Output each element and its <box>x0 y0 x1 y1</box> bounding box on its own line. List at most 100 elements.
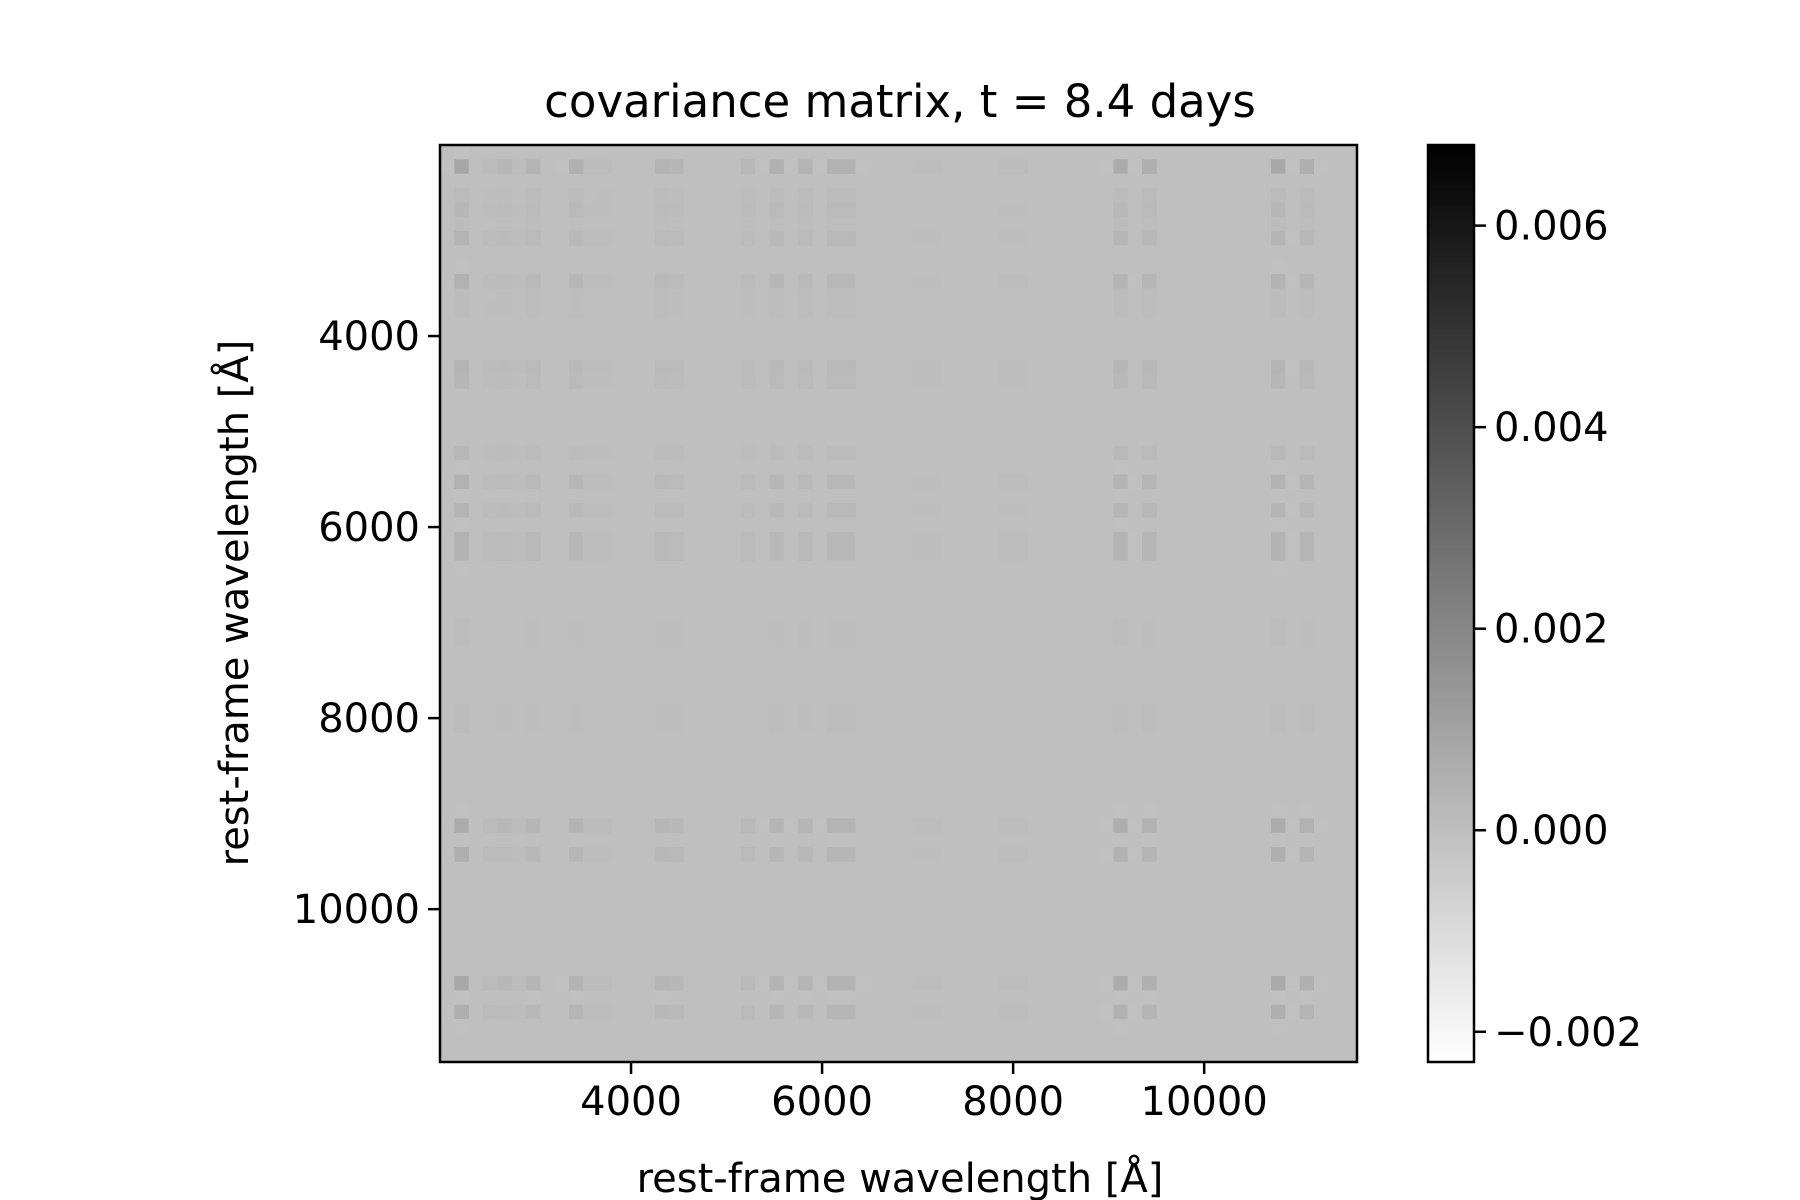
heatmap-cell <box>1271 245 1286 261</box>
heatmap-cell <box>769 990 785 1006</box>
heatmap-cell <box>669 216 684 232</box>
heatmap-cell <box>554 818 570 834</box>
heatmap-cell <box>1271 818 1286 834</box>
heatmap-cell <box>497 445 513 461</box>
heatmap-cell <box>998 474 1014 490</box>
heatmap-cell <box>511 976 527 991</box>
heatmap-cell <box>583 976 599 991</box>
heatmap-cell <box>654 804 670 819</box>
heatmap-cell <box>998 202 1014 218</box>
heatmap-cell <box>640 976 656 991</box>
heatmap-cell <box>1113 445 1129 461</box>
heatmap-cell <box>1299 245 1315 261</box>
heatmap-cell <box>812 273 828 289</box>
heatmap-cell <box>440 273 455 289</box>
heatmap-cell <box>769 1004 785 1020</box>
heatmap-cell <box>568 546 584 561</box>
heatmap-cell <box>1113 990 1129 1006</box>
heatmap-cell <box>769 445 785 461</box>
heatmap-cell <box>783 273 799 289</box>
heatmap-cell <box>826 259 842 275</box>
heatmap-cell <box>568 617 584 633</box>
y-tick-label: 8000 <box>318 696 420 742</box>
heatmap-cell <box>654 202 670 218</box>
heatmap-cell <box>454 202 470 218</box>
heatmap-cell <box>841 374 856 389</box>
heatmap-cell <box>841 818 856 834</box>
heatmap-cell <box>454 359 470 375</box>
heatmap-cell <box>755 359 770 375</box>
heatmap-cell <box>454 818 470 834</box>
heatmap-cell <box>568 460 584 475</box>
y-tick-label: 4000 <box>318 314 420 360</box>
heatmap-cell <box>798 804 813 819</box>
heatmap-cell <box>654 474 670 490</box>
heatmap-cell <box>583 230 599 246</box>
heatmap-cell <box>1285 503 1301 518</box>
heatmap-cell <box>583 546 599 561</box>
heatmap-cell <box>798 703 813 719</box>
heatmap-cell <box>1142 288 1157 304</box>
heatmap-cell <box>454 159 470 175</box>
heatmap-cell <box>554 1004 570 1020</box>
heatmap-cell <box>1013 474 1028 490</box>
heatmap-cell <box>1299 345 1315 361</box>
heatmap-cell <box>654 302 670 318</box>
heatmap-cell <box>769 145 785 160</box>
heatmap-cell <box>769 187 785 203</box>
heatmap-cell <box>568 1019 584 1034</box>
heatmap-cell <box>669 990 684 1006</box>
heatmap-cell <box>683 818 699 834</box>
heatmap-cell <box>769 703 785 719</box>
heatmap-cell <box>568 804 584 819</box>
heatmap-cell <box>568 374 584 389</box>
heatmap-cell <box>826 216 842 232</box>
heatmap-cell <box>1271 445 1286 461</box>
heatmap-cell <box>1299 503 1315 518</box>
heatmap-cell <box>597 445 613 461</box>
heatmap-cell <box>1113 259 1129 275</box>
heatmap-cell <box>1113 560 1129 576</box>
heatmap-cell <box>1142 617 1157 633</box>
heatmap-cell <box>1285 159 1301 175</box>
heatmap-cell <box>1099 976 1114 991</box>
heatmap-cell <box>497 145 513 160</box>
heatmap-cell <box>927 847 942 862</box>
heatmap-cell <box>769 302 785 318</box>
heatmap-cell <box>597 474 613 490</box>
heatmap-cell <box>783 359 799 375</box>
heatmap-cell <box>497 288 513 304</box>
heatmap-cell <box>1299 187 1315 203</box>
heatmap-cell <box>1285 976 1301 991</box>
heatmap-cell <box>440 159 455 175</box>
heatmap-cell <box>654 374 670 389</box>
heatmap-cell <box>740 474 756 490</box>
heatmap-cell <box>1271 1004 1286 1020</box>
heatmap-cell <box>525 1004 541 1020</box>
heatmap-cell <box>841 531 856 547</box>
heatmap-cell <box>525 202 541 218</box>
heatmap-cell <box>826 488 842 504</box>
heatmap-cell <box>1113 245 1129 261</box>
heatmap-cell <box>497 531 513 547</box>
colorbar-ticks: −0.002 0.000 0.002 0.004 0.006 <box>1474 204 1642 1056</box>
heatmap-cell <box>1271 560 1286 576</box>
colorbar: −0.002 0.000 0.002 0.004 0.006 <box>1426 143 1642 1064</box>
heatmap-cell <box>554 531 570 547</box>
heatmap-cell <box>1271 460 1286 475</box>
y-tick-label: 6000 <box>318 505 420 551</box>
heatmap-cell <box>1142 460 1157 475</box>
heatmap-cell <box>568 445 584 461</box>
heatmap-cell <box>1299 804 1315 819</box>
heatmap-cell <box>1299 1004 1315 1020</box>
heatmap-cell <box>769 617 785 633</box>
heatmap-cell <box>525 187 541 203</box>
heatmap-cell <box>1314 273 1329 289</box>
heatmap-cell <box>812 503 828 518</box>
x-tick-label: 6000 <box>771 1079 873 1125</box>
heatmap-cell <box>1285 847 1301 862</box>
heatmap-cell <box>769 230 785 246</box>
heatmap-cell <box>998 531 1014 547</box>
heatmap-cell <box>1314 230 1329 246</box>
heatmap-cell <box>1142 546 1157 561</box>
